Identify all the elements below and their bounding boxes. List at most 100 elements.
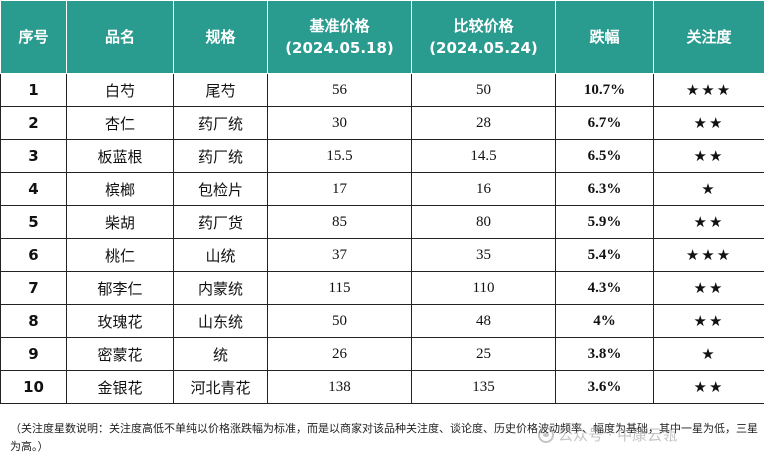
row-attention-stars: ★★ (653, 205, 764, 239)
row-no: 2 (0, 106, 67, 140)
row-name: 金银花 (66, 370, 174, 404)
row-compare-price: 50 (411, 73, 556, 107)
row-name: 郁李仁 (66, 271, 174, 305)
row-base-price: 17 (267, 172, 412, 206)
row-spec: 山东统 (173, 304, 268, 338)
row-name: 板蓝根 (66, 139, 174, 173)
row-base-price: 138 (267, 370, 412, 404)
header-compare-date: (2024.05.24) (429, 39, 538, 57)
row-base-price: 26 (267, 337, 412, 371)
row-no: 9 (0, 337, 67, 371)
row-spec: 统 (173, 337, 268, 371)
row-name: 柴胡 (66, 205, 174, 239)
row-base-price: 56 (267, 73, 412, 107)
star-icon: ★ (709, 279, 725, 297)
row-compare-price: 25 (411, 337, 556, 371)
table-row: 4 槟榔 包检片 17 16 6.3% ★ (0, 172, 764, 206)
table-row: 9 密蒙花统 26 25 3.8% ★ (0, 337, 764, 371)
row-change: 3.6% (555, 370, 654, 404)
row-compare-price: 35 (411, 238, 556, 272)
row-name: 桃仁 (66, 238, 174, 272)
star-icon: ★ (709, 147, 725, 165)
row-base-price: 50 (267, 304, 412, 338)
row-change: 6.3% (555, 172, 654, 206)
row-change: 3.8% (555, 337, 654, 371)
header-base-label: 基准价格 (309, 17, 370, 35)
row-no: 7 (0, 271, 67, 305)
row-name: 密蒙花 (66, 337, 174, 371)
row-attention-stars: ★★ (653, 370, 764, 404)
row-spec: 药厂统 (173, 106, 268, 140)
header-compare-price: 比较价格 (2024.05.24) (411, 0, 556, 74)
row-name: 杏仁 (66, 106, 174, 140)
row-attention-stars: ★★ (653, 106, 764, 140)
star-icon: ★ (701, 246, 717, 264)
row-no: 3 (0, 139, 67, 173)
row-change: 4.3% (555, 271, 654, 305)
row-name: 玫瑰花 (66, 304, 174, 338)
row-attention-stars: ★ (653, 337, 764, 371)
star-icon: ★ (701, 81, 717, 99)
row-base-price: 30 (267, 106, 412, 140)
star-icon: ★ (693, 147, 709, 165)
row-compare-price: 110 (411, 271, 556, 305)
row-spec: 山统 (173, 238, 268, 272)
row-attention-stars: ★★★ (653, 238, 764, 272)
header-no: 序号 (0, 0, 67, 74)
star-icon: ★ (701, 345, 717, 363)
row-attention-stars: ★★ (653, 139, 764, 173)
table-row: 6 桃仁 山统 37 35 5.4% ★★★ (0, 238, 764, 272)
table-row: 1 白芍 尾芍 56 50 10.7% ★★★ (0, 73, 764, 107)
header-compare-label: 比较价格 (453, 17, 514, 35)
row-base-price: 85 (267, 205, 412, 239)
header-spec: 规格 (173, 0, 268, 74)
row-spec: 药厂统 (173, 139, 268, 173)
row-change: 5.4% (555, 238, 654, 272)
header-row: 序号 品名 规格 基准价格 (2024.05.18) 比较价格 (2024.05… (0, 0, 764, 74)
row-no: 10 (0, 370, 67, 404)
row-base-price: 115 (267, 271, 412, 305)
row-attention-stars: ★★ (653, 271, 764, 305)
star-icon: ★ (716, 81, 733, 99)
row-attention-stars: ★★ (653, 304, 764, 338)
header-name: 品名 (66, 0, 174, 74)
table-row: 10 金银花 河北青花 138 135 3.6% ★★ (0, 370, 764, 404)
header-base-date: (2024.05.18) (285, 39, 394, 57)
row-change: 5.9% (555, 205, 654, 239)
row-spec: 尾芍 (173, 73, 268, 107)
attention-note: （关注度星数说明：关注度高低不单纯以价格涨跌幅为标准，而是以商家对该品种关注度、… (10, 422, 758, 453)
price-table: 序号 品名 规格 基准价格 (2024.05.18) 比较价格 (2024.05… (0, 0, 764, 404)
watermark: 公众号 · 中康云瓴 (538, 424, 677, 445)
row-name: 白芍 (66, 73, 174, 107)
header-change: 跌幅 (555, 0, 654, 74)
row-compare-price: 48 (411, 304, 556, 338)
row-base-price: 37 (267, 238, 412, 272)
row-name: 槟榔 (66, 172, 174, 206)
row-change: 4% (555, 304, 654, 338)
star-icon: ★ (693, 279, 709, 297)
row-compare-price: 16 (411, 172, 556, 206)
row-change: 6.7% (555, 106, 654, 140)
star-icon: ★ (709, 378, 725, 396)
wechat-icon (538, 426, 554, 443)
row-spec: 药厂货 (173, 205, 268, 239)
row-no: 5 (0, 205, 67, 239)
star-icon: ★ (693, 114, 709, 132)
row-attention-stars: ★★★ (653, 73, 764, 107)
row-no: 4 (0, 172, 67, 206)
row-base-price: 15.5 (267, 139, 412, 173)
star-icon: ★ (693, 213, 709, 231)
header-base-price: 基准价格 (2024.05.18) (267, 0, 412, 74)
row-spec: 包检片 (173, 172, 268, 206)
star-icon: ★ (701, 180, 717, 198)
row-no: 8 (0, 304, 67, 338)
row-no: 6 (0, 238, 67, 272)
row-compare-price: 80 (411, 205, 556, 239)
row-spec: 河北青花 (173, 370, 268, 404)
row-compare-price: 14.5 (411, 139, 556, 173)
row-compare-price: 28 (411, 106, 556, 140)
row-spec: 内蒙统 (173, 271, 268, 305)
star-icon: ★ (685, 81, 702, 99)
table-row: 5 柴胡 药厂货 85 80 5.9% ★★ (0, 205, 764, 239)
star-icon: ★ (709, 114, 725, 132)
